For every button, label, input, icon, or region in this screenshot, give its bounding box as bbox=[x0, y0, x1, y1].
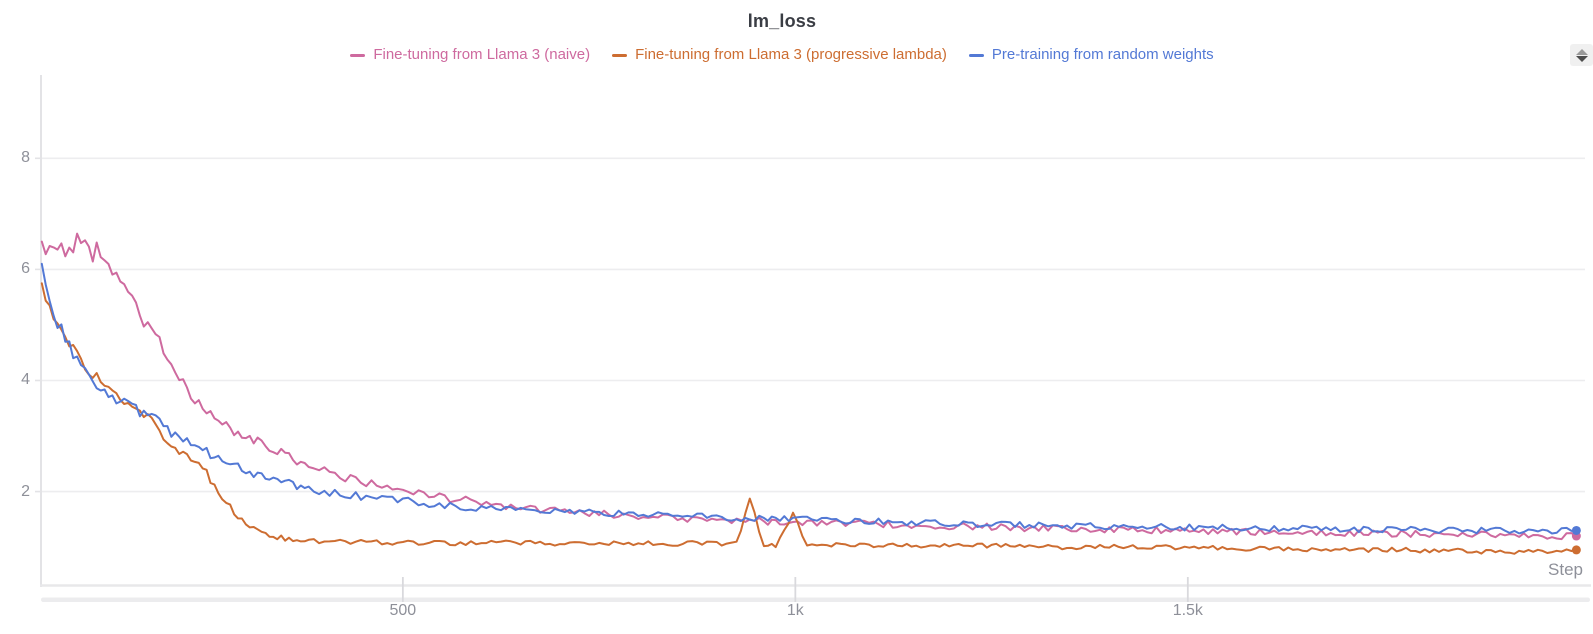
panel-stepper-control[interactable] bbox=[1570, 44, 1593, 66]
x-tick-label: 1k bbox=[786, 602, 804, 619]
end-point-marker-1 bbox=[1571, 545, 1581, 555]
y-tick-label: 2 bbox=[21, 482, 30, 500]
legend-label: Fine-tuning from Llama 3 (naive) bbox=[373, 46, 591, 63]
chart-title: lm_loss bbox=[747, 11, 817, 31]
legend-swatch-icon bbox=[612, 53, 628, 57]
y-tick-label: 4 bbox=[21, 371, 30, 389]
series-lines bbox=[40, 232, 1578, 555]
legend-item-2[interactable]: Pre-training from random weights bbox=[968, 46, 1214, 64]
x-axis-title: Step bbox=[1548, 560, 1583, 579]
legend-item-0[interactable]: Fine-tuning from Llama 3 (naive) bbox=[350, 46, 590, 64]
legend-label: Fine-tuning from Llama 3 (progressive la… bbox=[635, 46, 947, 63]
end-point-marker-2 bbox=[1571, 525, 1581, 535]
line-series-0 bbox=[40, 232, 1578, 541]
y-tick-label: 8 bbox=[21, 149, 30, 167]
legend-swatch-icon bbox=[968, 53, 984, 57]
legend-label: Pre-training from random weights bbox=[991, 46, 1214, 63]
axes bbox=[35, 75, 1591, 602]
legend-swatch-icon bbox=[350, 53, 366, 57]
y-tick-label: 6 bbox=[21, 260, 30, 278]
series-end-markers bbox=[1571, 525, 1581, 555]
gridlines bbox=[41, 157, 1585, 493]
legend: Fine-tuning from Llama 3 (naive) Fine-tun… bbox=[0, 45, 1564, 65]
line-series-1 bbox=[40, 282, 1578, 555]
line-series-2 bbox=[40, 262, 1578, 535]
legend-item-1[interactable]: Fine-tuning from Llama 3 (progressive la… bbox=[612, 46, 947, 64]
x-tick-label: 500 bbox=[389, 602, 417, 619]
stepper-up-icon[interactable] bbox=[1575, 48, 1588, 55]
stepper-down-icon[interactable] bbox=[1575, 55, 1588, 62]
x-tick-label: 1.5k bbox=[1172, 602, 1203, 619]
